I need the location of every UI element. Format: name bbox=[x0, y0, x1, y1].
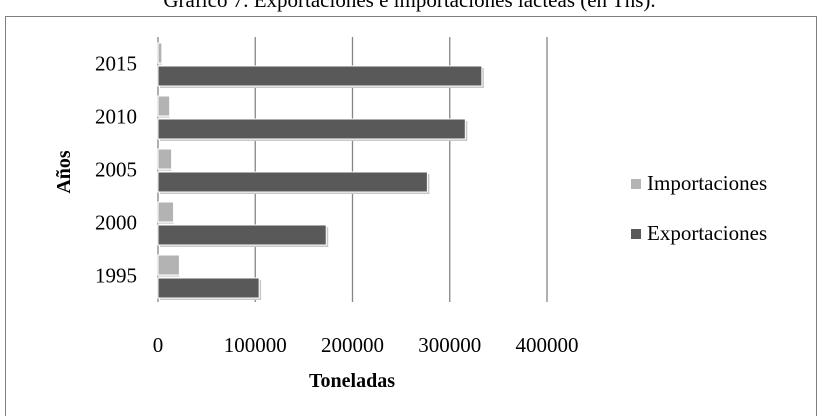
legend-label: Importaciones bbox=[647, 171, 767, 195]
y-tick-label: 2000 bbox=[95, 211, 137, 235]
bar-importaciones bbox=[157, 254, 180, 276]
y-tick-labels: 1995 2000 2005 2010 2015 bbox=[95, 52, 137, 288]
bar-importaciones bbox=[157, 148, 173, 170]
x-tick-label: 300000 bbox=[418, 333, 481, 357]
x-tick-label: 100000 bbox=[224, 333, 287, 357]
y-tick-label: 2005 bbox=[95, 158, 137, 182]
y-tick-label: 2015 bbox=[95, 52, 137, 76]
x-tick-label: 200000 bbox=[321, 333, 384, 357]
x-tick-label: 400000 bbox=[516, 333, 579, 357]
bar-importaciones bbox=[157, 42, 163, 64]
bar-exportaciones bbox=[157, 65, 483, 87]
y-axis-title: Años bbox=[53, 150, 75, 194]
legend-swatch bbox=[631, 229, 641, 239]
bar-exportaciones bbox=[157, 277, 260, 299]
bar-importaciones bbox=[157, 95, 171, 117]
chart-title: Gráfico 7. Exportaciones e importaciones… bbox=[163, 0, 656, 12]
x-axis-title: Toneladas bbox=[309, 370, 395, 392]
legend-label: Exportaciones bbox=[647, 221, 767, 245]
bar-importaciones bbox=[157, 201, 175, 223]
x-tick-label: 0 bbox=[153, 333, 164, 357]
legend-swatch bbox=[631, 179, 641, 189]
bar-exportaciones bbox=[157, 171, 428, 193]
bar-exportaciones bbox=[157, 224, 327, 246]
legend: Importaciones Exportaciones bbox=[631, 171, 767, 245]
chart-frame bbox=[5, 16, 817, 416]
bar-exportaciones bbox=[157, 118, 466, 140]
bars bbox=[157, 42, 484, 300]
y-tick-label: 1995 bbox=[95, 264, 137, 288]
x-tick-labels: 0 100000 200000 300000 400000 bbox=[153, 333, 579, 357]
y-tick-label: 2010 bbox=[95, 105, 137, 129]
